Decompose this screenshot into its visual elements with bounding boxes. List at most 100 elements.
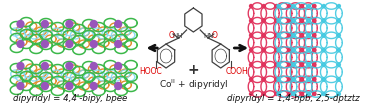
Circle shape (292, 4, 295, 7)
Circle shape (313, 92, 316, 96)
Circle shape (338, 63, 341, 66)
Circle shape (17, 41, 24, 48)
Circle shape (301, 48, 303, 51)
Circle shape (307, 48, 310, 51)
Circle shape (322, 34, 325, 37)
Circle shape (115, 21, 122, 27)
Circle shape (42, 62, 48, 70)
Circle shape (288, 63, 291, 66)
Text: +: + (187, 63, 199, 77)
Circle shape (322, 4, 325, 7)
Circle shape (275, 63, 278, 66)
Circle shape (66, 62, 73, 70)
Circle shape (17, 62, 24, 70)
Circle shape (307, 4, 310, 7)
Circle shape (307, 92, 310, 96)
Circle shape (288, 78, 291, 81)
Text: NH: NH (172, 33, 183, 39)
Circle shape (42, 21, 48, 27)
Circle shape (322, 48, 325, 51)
Circle shape (42, 41, 48, 48)
Circle shape (249, 78, 253, 81)
Text: HOOC: HOOC (139, 66, 162, 76)
Circle shape (301, 63, 303, 66)
Circle shape (301, 19, 303, 22)
Circle shape (313, 63, 316, 66)
Circle shape (277, 78, 280, 81)
Text: dipyridyl = 1,4-bpb, 2,5-dptztz: dipyridyl = 1,4-bpb, 2,5-dptztz (227, 94, 359, 103)
Circle shape (288, 92, 291, 96)
Circle shape (275, 78, 278, 81)
Circle shape (66, 82, 73, 89)
Circle shape (277, 92, 280, 96)
Circle shape (277, 34, 280, 37)
Circle shape (322, 92, 325, 96)
Circle shape (313, 78, 316, 81)
Circle shape (277, 63, 280, 66)
Circle shape (301, 4, 303, 7)
Circle shape (313, 34, 316, 37)
Circle shape (288, 48, 291, 51)
Circle shape (262, 19, 265, 22)
Text: Co$^{\mathsf{II}}$ + dipyridyl: Co$^{\mathsf{II}}$ + dipyridyl (159, 78, 228, 92)
Circle shape (249, 34, 253, 37)
Circle shape (249, 4, 253, 7)
Text: O: O (169, 30, 175, 39)
Circle shape (313, 19, 316, 22)
Circle shape (277, 48, 280, 51)
Circle shape (288, 34, 291, 37)
Circle shape (322, 78, 325, 81)
Circle shape (90, 21, 97, 27)
Circle shape (307, 19, 310, 22)
Circle shape (275, 4, 278, 7)
Circle shape (322, 19, 325, 22)
Circle shape (249, 92, 253, 96)
Circle shape (338, 19, 341, 22)
Circle shape (275, 34, 278, 37)
Circle shape (262, 48, 265, 51)
Circle shape (338, 92, 341, 96)
Circle shape (17, 82, 24, 89)
Circle shape (115, 62, 122, 70)
Text: dipyridyl = 4,4'-bipy, bpee: dipyridyl = 4,4'-bipy, bpee (12, 94, 127, 103)
Circle shape (249, 48, 253, 51)
Circle shape (262, 4, 265, 7)
Circle shape (338, 78, 341, 81)
Circle shape (42, 82, 48, 89)
Circle shape (262, 34, 265, 37)
Circle shape (338, 4, 341, 7)
Circle shape (292, 48, 295, 51)
Text: COOH: COOH (226, 66, 249, 76)
Circle shape (307, 63, 310, 66)
Circle shape (307, 78, 310, 81)
Circle shape (275, 19, 278, 22)
Circle shape (90, 62, 97, 70)
Circle shape (17, 21, 24, 27)
Circle shape (277, 4, 280, 7)
Circle shape (292, 34, 295, 37)
Circle shape (292, 19, 295, 22)
Circle shape (275, 92, 278, 96)
Circle shape (66, 21, 73, 27)
Text: O: O (212, 30, 218, 39)
Circle shape (262, 63, 265, 66)
Circle shape (307, 34, 310, 37)
Circle shape (292, 92, 295, 96)
Circle shape (322, 63, 325, 66)
Circle shape (288, 4, 291, 7)
Circle shape (313, 48, 316, 51)
Circle shape (115, 41, 122, 48)
Circle shape (288, 19, 291, 22)
Circle shape (262, 92, 265, 96)
Circle shape (275, 48, 278, 51)
Circle shape (66, 41, 73, 48)
Circle shape (338, 48, 341, 51)
Circle shape (338, 34, 341, 37)
Text: HN: HN (204, 33, 214, 39)
Circle shape (277, 19, 280, 22)
Circle shape (301, 92, 303, 96)
Circle shape (249, 19, 253, 22)
Circle shape (292, 63, 295, 66)
Circle shape (292, 78, 295, 81)
Circle shape (90, 82, 97, 89)
